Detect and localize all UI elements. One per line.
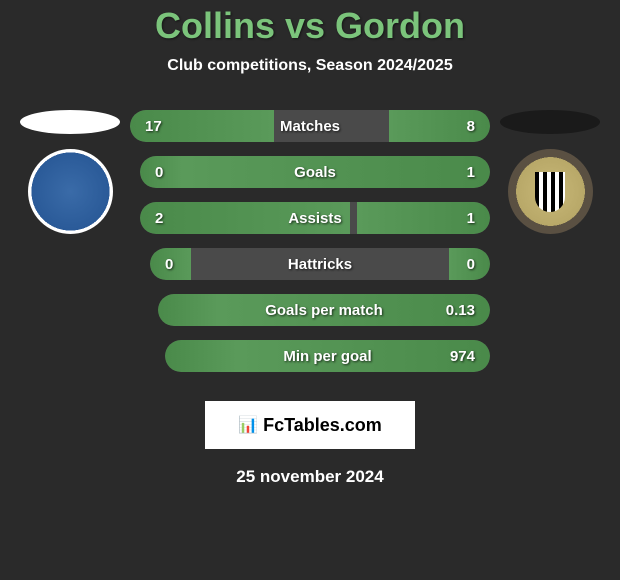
stat-value-right: 0.13 xyxy=(446,302,475,319)
stat-value-right: 974 xyxy=(450,348,475,365)
brand-text: FcTables.com xyxy=(263,415,382,436)
right-player-area xyxy=(495,110,605,234)
stats-bars: 17 8 Matches 0 1 Goals 2 1 Assists 0 0 Hattricks 0.1… xyxy=(125,110,495,386)
stat-row: 0.13 Goals per match xyxy=(158,294,490,326)
stat-value-right: 0 xyxy=(467,256,475,273)
badge-stripes-icon xyxy=(535,172,565,212)
stat-value-right: 1 xyxy=(467,210,475,227)
stat-value-left: 2 xyxy=(155,210,163,227)
stat-value-left: 17 xyxy=(145,118,162,135)
stat-row: 17 8 Matches xyxy=(130,110,490,142)
chart-icon: 📊 xyxy=(238,415,258,435)
page-title: Collins vs Gordon xyxy=(0,5,620,47)
subtitle: Club competitions, Season 2024/2025 xyxy=(0,57,620,75)
stat-row: 974 Min per goal xyxy=(165,340,490,372)
stat-label: Goals per match xyxy=(265,302,383,319)
bar-fill-left xyxy=(158,294,218,326)
stat-label: Hattricks xyxy=(288,256,352,273)
bar-fill-left xyxy=(165,340,237,372)
left-player-oval xyxy=(20,110,120,134)
stat-label: Matches xyxy=(280,118,340,135)
left-player-area xyxy=(15,110,125,234)
stat-row: 0 0 Hattricks xyxy=(150,248,490,280)
stat-row: 2 1 Assists xyxy=(140,202,490,234)
stat-value-left: 0 xyxy=(165,256,173,273)
right-club-badge xyxy=(508,149,593,234)
stat-label: Min per goal xyxy=(283,348,371,365)
stat-row: 0 1 Goals xyxy=(140,156,490,188)
brand-logo[interactable]: 📊 FcTables.com xyxy=(205,401,415,449)
stat-value-right: 8 xyxy=(467,118,475,135)
right-player-oval xyxy=(500,110,600,134)
stat-label: Assists xyxy=(288,210,341,227)
stat-value-left: 0 xyxy=(155,164,163,181)
footer-date: 25 november 2024 xyxy=(0,467,620,487)
chart-area: 17 8 Matches 0 1 Goals 2 1 Assists 0 0 Hattricks 0.1… xyxy=(0,110,620,386)
left-club-badge xyxy=(28,149,113,234)
comparison-widget: Collins vs Gordon Club competitions, Sea… xyxy=(0,0,620,580)
stat-value-right: 1 xyxy=(467,164,475,181)
stat-label: Goals xyxy=(294,164,336,181)
